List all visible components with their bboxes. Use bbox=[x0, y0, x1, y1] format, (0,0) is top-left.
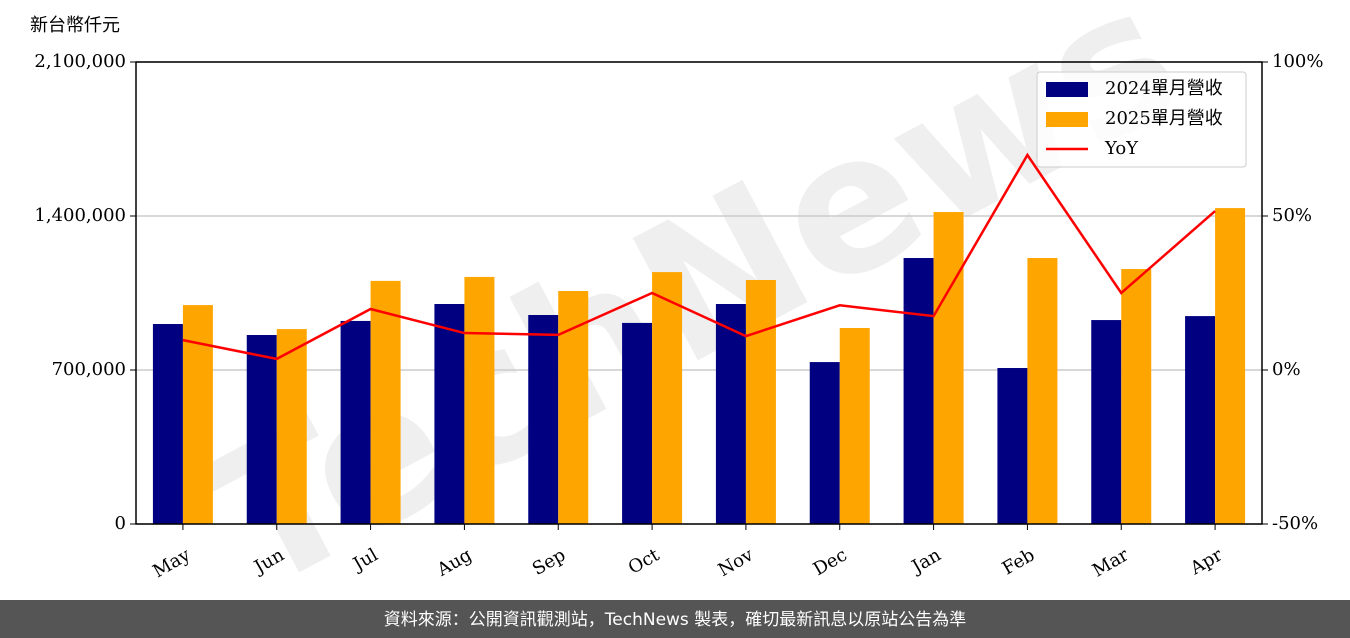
y-axis-label: 新台幣仟元 bbox=[30, 15, 120, 36]
y-tick-label: 700,000 bbox=[52, 359, 126, 380]
bar bbox=[1121, 269, 1152, 524]
bar bbox=[715, 304, 746, 524]
bar bbox=[1091, 320, 1122, 524]
bar bbox=[809, 362, 840, 524]
bar bbox=[933, 212, 964, 525]
yoy-line bbox=[182, 152, 1216, 361]
x-tick-label: May bbox=[149, 544, 194, 582]
x-tick-label: Apr bbox=[1186, 544, 1226, 579]
bar bbox=[745, 280, 776, 524]
bar bbox=[1027, 258, 1058, 524]
y2-tick-label: 100% bbox=[1272, 51, 1323, 72]
y2-tick-label: 50% bbox=[1272, 205, 1312, 226]
bar bbox=[340, 320, 371, 524]
bar bbox=[276, 329, 307, 524]
bar bbox=[652, 272, 683, 524]
x-tick-label: Dec bbox=[810, 544, 851, 580]
bar bbox=[152, 324, 183, 524]
y2-tick-label: 0% bbox=[1272, 359, 1301, 380]
bar bbox=[622, 322, 653, 524]
x-tick-label: Feb bbox=[999, 544, 1039, 579]
bar bbox=[1185, 316, 1216, 524]
y-tick-label: 0 bbox=[115, 513, 126, 534]
bar bbox=[1215, 208, 1246, 524]
legend-swatch bbox=[1046, 112, 1088, 127]
y-tick-label: 1,400,000 bbox=[34, 205, 126, 226]
footer-bar bbox=[0, 600, 1350, 638]
x-tick-label: Oct bbox=[625, 544, 664, 579]
bar bbox=[839, 327, 870, 524]
x-tick-label: Nov bbox=[715, 544, 758, 581]
bar bbox=[246, 335, 277, 524]
legend-label: 2025單月營收 bbox=[1105, 108, 1223, 129]
legend-box bbox=[1036, 71, 1247, 168]
plot-frame bbox=[135, 61, 1263, 525]
bar bbox=[182, 305, 213, 524]
x-tick-label: Mar bbox=[1089, 544, 1133, 581]
legend-swatch bbox=[1046, 82, 1088, 97]
bar bbox=[370, 280, 401, 524]
x-tick-label: Jan bbox=[907, 544, 945, 578]
y2-tick-label: -50% bbox=[1272, 513, 1318, 534]
x-tick-label: Sep bbox=[529, 544, 569, 579]
bar bbox=[528, 315, 559, 524]
legend-label: YoY bbox=[1104, 138, 1139, 159]
bar bbox=[903, 258, 934, 524]
legend-label: 2024單月營收 bbox=[1105, 78, 1223, 99]
bar bbox=[464, 276, 495, 524]
x-tick-label: Aug bbox=[433, 544, 476, 581]
footer: 資料來源：公開資訊觀測站，TechNews 製表，確切最新訊息以原站公告為準 bbox=[384, 610, 966, 630]
y-tick-label: 2,100,000 bbox=[34, 51, 126, 72]
bar bbox=[558, 291, 589, 524]
bar bbox=[997, 368, 1028, 524]
bar bbox=[434, 304, 465, 524]
